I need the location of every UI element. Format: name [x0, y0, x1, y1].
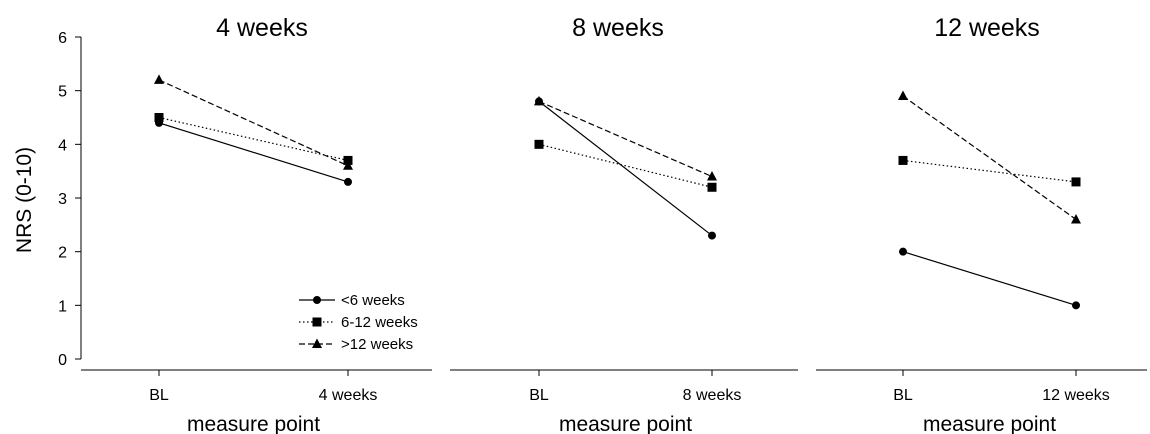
- panel-3: 12 weeks BL 12 weeks measure point: [816, 14, 1147, 434]
- y-tick-label: 5: [58, 84, 67, 101]
- series-1: [535, 97, 716, 240]
- series-line: [902, 95, 1077, 220]
- legend-marker: [312, 338, 322, 348]
- legend: <6 weeks 6-12 weeks >12 weeks: [299, 292, 418, 353]
- series-line: [538, 100, 713, 178]
- x-tick-label: BL: [893, 387, 913, 404]
- legend-marker: [313, 296, 321, 304]
- series-2: [534, 139, 717, 192]
- data-point: [343, 160, 353, 170]
- data-point: [154, 74, 164, 84]
- panel-title: 8 weeks: [572, 14, 664, 42]
- series-3: [154, 74, 353, 170]
- x-axis-label: measure point: [187, 413, 320, 434]
- data-point: [898, 155, 908, 165]
- series-3: [534, 95, 717, 181]
- data-point: [1071, 177, 1081, 187]
- series-line: [538, 143, 713, 188]
- data-point: [534, 95, 544, 106]
- series-line: [158, 122, 349, 183]
- series-line: [902, 159, 1077, 183]
- data-point: [154, 113, 164, 122]
- y-tick-label: 4: [58, 137, 67, 154]
- series-1: [899, 247, 1080, 310]
- legend-label: 6-12 weeks: [341, 314, 418, 331]
- series-line: [158, 79, 349, 167]
- series-2: [154, 113, 353, 165]
- y-tick-label: 6: [58, 30, 67, 47]
- series-line: [158, 116, 349, 162]
- data-point: [534, 139, 544, 149]
- legend-entry: <6 weeks: [299, 292, 405, 309]
- panel-title: 12 weeks: [934, 14, 1040, 42]
- legend-entry: 6-12 weeks: [299, 314, 418, 331]
- panel-2: 8 weeks BL 8 weeks measure point: [450, 14, 798, 434]
- data-point: [1071, 213, 1081, 224]
- y-tick-label: 1: [58, 298, 67, 315]
- data-point: [707, 182, 717, 192]
- data-point: [707, 171, 717, 181]
- series-3: [898, 90, 1081, 224]
- series-line: [902, 251, 1077, 306]
- series-2: [898, 155, 1081, 187]
- panel-1: 4 weeks BL 4 weeks measure point: [81, 14, 432, 434]
- legend-entry: >12 weeks: [299, 336, 413, 353]
- x-tick-label: BL: [149, 387, 169, 404]
- x-axis-label: measure point: [559, 413, 692, 434]
- data-point: [899, 247, 907, 256]
- x-tick-label: BL: [529, 387, 549, 404]
- x-axis-label: measure point: [923, 413, 1056, 434]
- legend-marker: [312, 317, 322, 327]
- y-tick-label: 3: [58, 191, 67, 208]
- data-point: [708, 231, 716, 240]
- data-point: [344, 177, 352, 186]
- data-point: [898, 90, 908, 101]
- y-tick-label: 2: [58, 245, 67, 262]
- x-tick-label: 12 weeks: [1042, 387, 1110, 404]
- series-line: [538, 100, 713, 237]
- y-axis-label: NRS (0-10): [13, 147, 36, 253]
- legend-label: <6 weeks: [341, 292, 405, 309]
- y-tick-label: 0: [58, 352, 67, 369]
- x-tick-label: 4 weeks: [319, 387, 378, 404]
- x-tick-label: 8 weeks: [683, 387, 742, 404]
- panel-title: 4 weeks: [216, 14, 308, 42]
- legend-label: >12 weeks: [341, 336, 413, 353]
- data-point: [1072, 301, 1080, 310]
- y-axis: 0 1 2 3 4 5 6: [58, 30, 82, 369]
- series-1: [155, 118, 352, 186]
